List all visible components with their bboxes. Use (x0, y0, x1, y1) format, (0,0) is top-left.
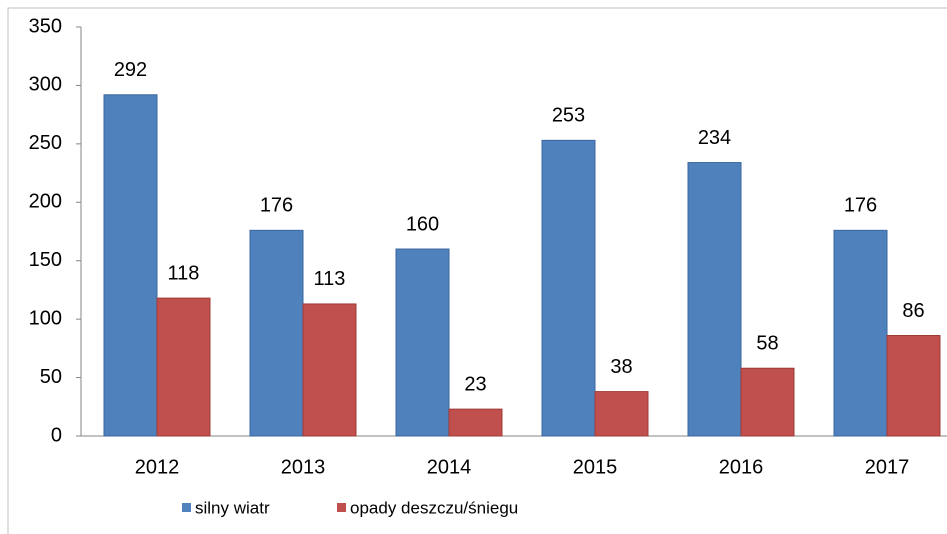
bar (740, 367, 795, 437)
data-label: 176 (260, 195, 293, 217)
y-tick-label: 250 (29, 132, 62, 154)
y-tick-label: 100 (29, 307, 62, 329)
y-tick-label: 300 (29, 74, 62, 96)
y-tick-label: 350 (29, 15, 62, 37)
data-label: 160 (406, 213, 439, 235)
x-tick-label: 2014 (427, 456, 472, 478)
bar (594, 391, 649, 437)
data-label: 292 (114, 59, 147, 81)
legend-label: silny wiatr (195, 498, 270, 517)
legend: silny wiatr opady deszczu/śniegu (182, 498, 518, 517)
bar (541, 139, 596, 437)
y-tick-label: 50 (40, 366, 62, 388)
data-label: 234 (698, 127, 731, 149)
y-tick-label: 0 (51, 424, 62, 446)
x-tick-label: 2017 (865, 456, 910, 478)
bar (833, 229, 888, 437)
bar (395, 248, 450, 437)
x-tick-label: 2013 (281, 456, 326, 478)
data-label: 176 (844, 195, 877, 217)
x-tick-label: 2015 (573, 456, 618, 478)
bar (249, 229, 304, 437)
bar (448, 408, 503, 437)
data-label: 253 (552, 105, 585, 127)
data-label: 113 (314, 268, 346, 290)
chart-border (7, 7, 947, 534)
bar (886, 335, 941, 437)
data-label: 86 (902, 300, 924, 322)
bar (103, 94, 158, 437)
y-tick-label: 200 (29, 191, 62, 213)
bar (687, 162, 742, 437)
data-label: 58 (756, 333, 778, 355)
data-label: 38 (610, 356, 632, 378)
bar (302, 303, 357, 437)
legend-swatch (182, 503, 191, 512)
y-tick-label: 150 (29, 249, 62, 271)
data-label: 118 (168, 262, 200, 284)
legend-label: opady deszczu/śniegu (350, 498, 518, 517)
x-tick-label: 2012 (135, 456, 180, 478)
bar (156, 297, 211, 437)
data-label: 23 (464, 373, 486, 395)
legend-swatch (337, 503, 346, 512)
x-tick-label: 2016 (719, 456, 764, 478)
